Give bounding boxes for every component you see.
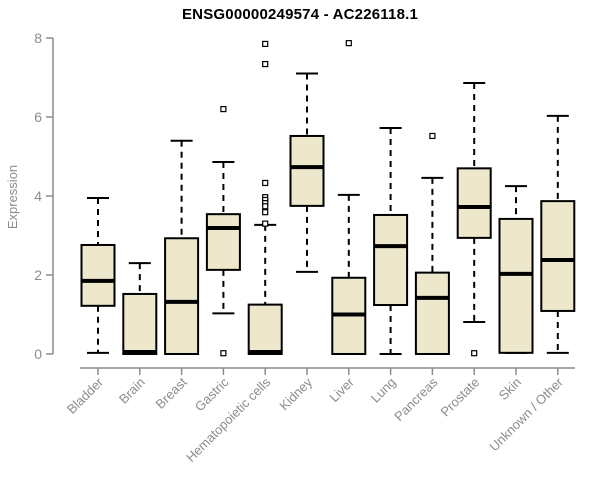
y-tick-label: 2 [34, 267, 42, 283]
y-tick-label: 6 [34, 109, 42, 125]
outlier-point [262, 60, 269, 68]
outlier-point [262, 203, 269, 210]
box-group [205, 105, 241, 357]
x-category-label: Kidney [276, 374, 315, 413]
box-rect [122, 292, 158, 355]
x-category-label: Bladder [64, 374, 107, 417]
outlier-point [220, 350, 227, 357]
box-rect [80, 243, 116, 307]
box-rect [205, 213, 241, 271]
box-rect [247, 303, 283, 355]
outlier-point [471, 350, 478, 357]
box-group [331, 40, 367, 356]
outlier-point [429, 132, 436, 140]
box-group [164, 139, 200, 355]
x-category-label: Pancreas [391, 374, 441, 424]
box-group [540, 114, 576, 354]
box-group [373, 127, 409, 355]
box-group [414, 132, 450, 356]
box-group [289, 72, 325, 273]
outlier-point [262, 220, 269, 227]
box-rect [414, 271, 450, 356]
x-category-label: Breast [153, 374, 190, 411]
box-rect [456, 167, 492, 239]
x-category-label: Prostate [437, 375, 482, 420]
y-tick-label: 0 [34, 346, 42, 362]
box-group [498, 185, 534, 354]
box-rect [289, 134, 325, 207]
box-group [80, 196, 116, 354]
box-rect [164, 237, 200, 355]
outlier-point [220, 105, 227, 113]
box-group [122, 262, 158, 355]
outlier-point [345, 40, 352, 47]
box-group [456, 82, 492, 357]
x-category-label: Lung [368, 375, 399, 406]
y-tick-label: 4 [34, 188, 42, 204]
outlier-point [262, 40, 269, 48]
box-group [247, 40, 283, 355]
outlier-point [262, 179, 269, 187]
box-rect [498, 217, 534, 354]
chart-title: ENSG00000249574 - AC226118.1 [181, 6, 419, 23]
x-category-label: Skin [496, 375, 524, 403]
x-category-label: Brain [116, 375, 148, 407]
box-rect [373, 213, 409, 307]
box-rect [540, 200, 576, 312]
outlier-point [262, 209, 269, 216]
y-tick-label: 8 [34, 30, 42, 46]
x-category-label: Gastric [192, 374, 232, 414]
x-category-label: Unknown / Other [486, 374, 566, 454]
x-category-label: Liver [326, 374, 357, 405]
